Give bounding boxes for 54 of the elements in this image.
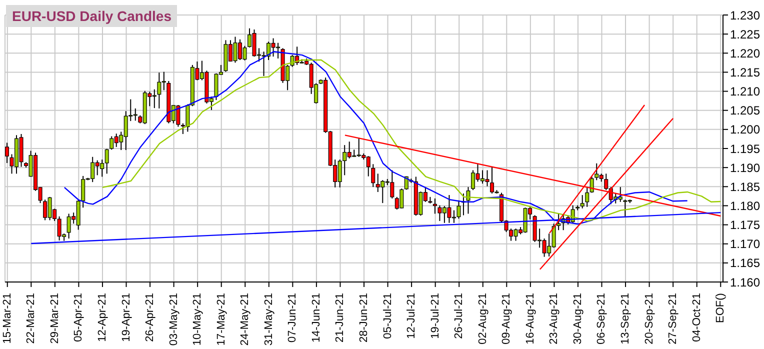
y-tick-label: 1.210 — [730, 84, 760, 99]
x-tick-label: 27-Sep-21 — [667, 293, 680, 344]
y-tick-label: 1.175 — [730, 218, 760, 232]
x-tick-label: 05-Jul-21 — [382, 293, 394, 339]
candlestick — [580, 194, 584, 209]
y-tick-label: 1.190 — [730, 160, 760, 175]
chart-title: EUR-USD Daily Candles — [6, 5, 178, 27]
x-tick-label: 26-Jul-21 — [453, 293, 466, 339]
x-tick-label: 12-Jul-21 — [406, 293, 418, 339]
x-tick-label: 31-May-21 — [262, 293, 275, 346]
x-tick-label: 19-Apr-21 — [120, 293, 132, 342]
x-tick-label: 14-Jun-21 — [310, 293, 322, 343]
x-tick-label: 20-Sep-21 — [643, 293, 656, 344]
x-tick-label: 22-Mar-21 — [25, 293, 38, 344]
y-tick-label: 1.180 — [730, 198, 760, 213]
y-tick-label: 1.230 — [730, 8, 760, 22]
candlestick — [5, 142, 9, 164]
x-tick-label: 21-Jun-21 — [334, 293, 346, 343]
candlestick — [466, 186, 470, 214]
x-tick-label: 26-Apr-21 — [144, 293, 156, 342]
x-tick-label: EOF() — [714, 293, 727, 323]
y-tick-label: 1.170 — [730, 237, 760, 252]
y-tick-label: 1.205 — [730, 104, 760, 118]
x-tick-label: 02-Aug-21 — [476, 293, 489, 344]
candlestick — [371, 164, 376, 188]
x-tick-label: 06-Sep-21 — [596, 293, 608, 344]
x-tick-label: 15-Mar-21 — [1, 293, 14, 344]
x-tick-label: 13-Sep-21 — [620, 293, 632, 344]
x-tick-label: 23-Aug-21 — [548, 293, 560, 344]
candlestick — [432, 198, 437, 214]
x-tick-label: 28-Jun-21 — [358, 293, 370, 343]
x-tick-label: 24-May-21 — [239, 293, 252, 346]
x-tick-label: 19-Jul-21 — [429, 293, 442, 339]
y-tick-label: 1.220 — [730, 46, 760, 60]
candlestick — [585, 186, 590, 208]
x-tick-label: 07-Jun-21 — [286, 293, 299, 343]
y-tick-label: 1.225 — [730, 27, 760, 42]
x-tick-label: 09-Aug-21 — [500, 293, 513, 344]
y-tick-label: 1.160 — [730, 275, 760, 290]
candlestick — [456, 200, 461, 220]
y-tick-label: 1.200 — [730, 122, 760, 137]
y-tick-label: 1.185 — [730, 180, 760, 194]
x-tick-label: 12-Apr-21 — [96, 293, 108, 342]
x-tick-label: 16-Aug-21 — [524, 293, 536, 344]
x-tick-label: 17-May-21 — [215, 293, 228, 346]
y-tick-label: 1.215 — [730, 65, 760, 80]
x-tick-label: 03-May-21 — [168, 293, 180, 346]
x-tick-label: 29-Mar-21 — [48, 293, 61, 344]
x-tick-label: 05-Apr-21 — [72, 293, 85, 342]
y-tick-label: 1.195 — [730, 142, 760, 156]
x-tick-label: 30-Aug-21 — [572, 293, 584, 344]
y-tick-label: 1.165 — [730, 256, 760, 270]
x-tick-label: 10-May-21 — [192, 293, 204, 346]
x-tick-label: 04-Oct-21 — [690, 293, 703, 342]
